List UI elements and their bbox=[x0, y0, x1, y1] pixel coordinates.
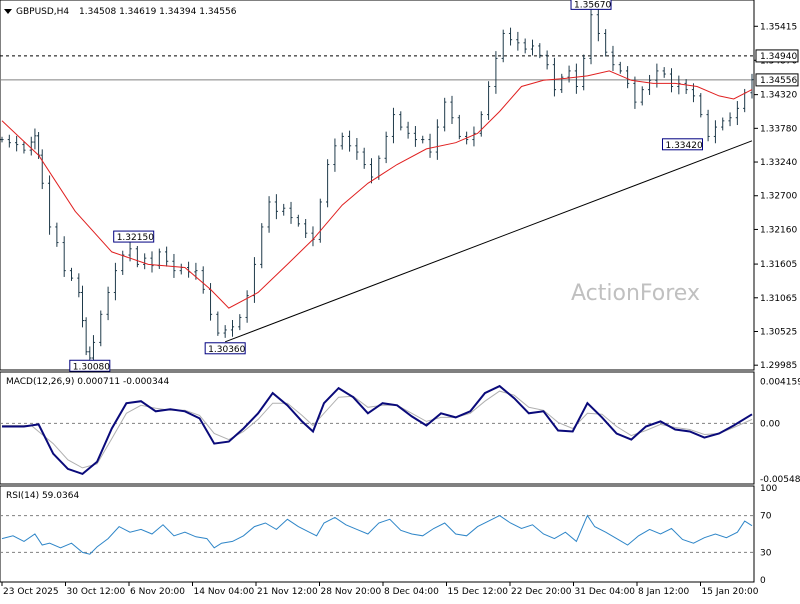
macd-panel: MACD(12,26,9) 0.000711 -0.000344 0.00415… bbox=[0, 371, 800, 485]
y-tick-label: 1.32700 bbox=[760, 192, 797, 202]
price-label-box bbox=[661, 138, 703, 151]
price-label: 1.35670 bbox=[574, 0, 611, 10]
x-tick-label: 31 Dec 04:00 bbox=[575, 587, 636, 597]
rsi-marks bbox=[0, 514, 754, 555]
macd-y-tick-label: 0.00 bbox=[760, 419, 780, 429]
x-tick-label: 22 Dec 20:00 bbox=[511, 587, 572, 597]
rsi-panel: RSI(14) 59.0364 100 70 30 0 bbox=[0, 484, 777, 586]
price-label: 1.32150 bbox=[117, 233, 154, 243]
y-tick-label: 1.34320 bbox=[760, 91, 797, 101]
rsi-y-tick-label: 0 bbox=[760, 576, 766, 586]
y-tick-label: 1.35415 bbox=[760, 22, 797, 32]
price-labels: 1.35670 1.32150 1.30360 1.30080 1.33420 1.349… bbox=[69, 0, 799, 372]
price-label-box bbox=[204, 342, 246, 355]
x-tick-label: 8 Jan 12:00 bbox=[638, 587, 690, 597]
rsi-y-tick-label: 30 bbox=[760, 548, 772, 558]
x-tick-label: 8 Dec 04:00 bbox=[384, 587, 439, 597]
price-label-box bbox=[113, 230, 155, 243]
x-axis: 23 Oct 2025 30 Oct 12:00 6 Nov 20:00 14 Nov… bbox=[1, 582, 759, 597]
y-tick-label: 1.29985 bbox=[760, 361, 797, 371]
rsi-line bbox=[1, 514, 753, 555]
symbol-label: GBPUSD,H4 bbox=[16, 7, 69, 17]
y-tick-label: 1.33780 bbox=[760, 124, 797, 134]
axis-marker-box bbox=[755, 49, 799, 63]
x-tick-label: 23 Oct 2025 bbox=[3, 587, 59, 597]
x-tick-label: 28 Nov 20:00 bbox=[321, 587, 382, 597]
macd-line bbox=[2, 384, 753, 476]
macd-marks bbox=[0, 384, 754, 476]
x-tick-label: 6 Nov 20:00 bbox=[130, 587, 185, 597]
price-marks bbox=[0, 6, 754, 366]
x-tick-label: 14 Nov 04:00 bbox=[194, 587, 255, 597]
x-tick-label: 30 Oct 12:00 bbox=[67, 587, 126, 597]
price-panel: ActionForex 1.354151.348701.343201.33780… bbox=[0, 0, 799, 372]
x-tick-label: 15 Dec 12:00 bbox=[448, 587, 509, 597]
price-label-box bbox=[570, 0, 612, 10]
price-label: 1.33420 bbox=[665, 141, 702, 151]
macd-signal-line bbox=[2, 390, 753, 469]
macd-y-tick-label: -0.005485 bbox=[760, 475, 800, 485]
axis-marker-label: 1.34940 bbox=[760, 52, 797, 62]
y-tick-label: 1.30525 bbox=[760, 327, 797, 337]
macd-y-tick-label: 0.004159 bbox=[760, 377, 800, 387]
rsi-y-axis: 100 70 30 0 bbox=[760, 484, 777, 586]
rsi-panel-frame bbox=[0, 485, 755, 583]
price-label: 1.30360 bbox=[208, 345, 245, 355]
price-y-axis: 1.354151.348701.343201.337801.332401.327… bbox=[754, 22, 797, 371]
macd-y-axis: 0.004159 0.00 -0.005485 bbox=[760, 377, 800, 484]
price-label: 1.30080 bbox=[73, 362, 110, 372]
price-label-box bbox=[69, 359, 111, 372]
rsi-y-tick-label: 70 bbox=[760, 512, 772, 522]
macd-panel-frame bbox=[0, 371, 755, 485]
ohlc-values: 1.34508 1.34619 1.34394 1.34556 bbox=[79, 7, 237, 17]
y-tick-label: 1.31065 bbox=[760, 294, 797, 304]
moving-average-line bbox=[1, 70, 753, 309]
rsi-y-tick-label: 100 bbox=[760, 484, 777, 494]
axis-marker-label: 1.34556 bbox=[760, 76, 797, 86]
price-panel-frame bbox=[0, 0, 755, 371]
x-tick-label: 21 Nov 12:00 bbox=[257, 587, 318, 597]
trendline bbox=[224, 140, 753, 343]
y-tick-label: 1.32160 bbox=[760, 225, 797, 235]
axis-marker-box bbox=[755, 73, 799, 87]
dropdown-triangle-icon[interactable] bbox=[4, 9, 12, 14]
y-tick-label: 1.31605 bbox=[760, 260, 797, 270]
rsi-title: RSI(14) 59.0364 bbox=[6, 491, 79, 501]
x-tick-label: 15 Jan 20:00 bbox=[702, 587, 759, 597]
watermark: ActionForex bbox=[571, 281, 700, 306]
macd-title: MACD(12,26,9) 0.000711 -0.000344 bbox=[6, 377, 169, 387]
y-tick-label: 1.33240 bbox=[760, 158, 797, 168]
